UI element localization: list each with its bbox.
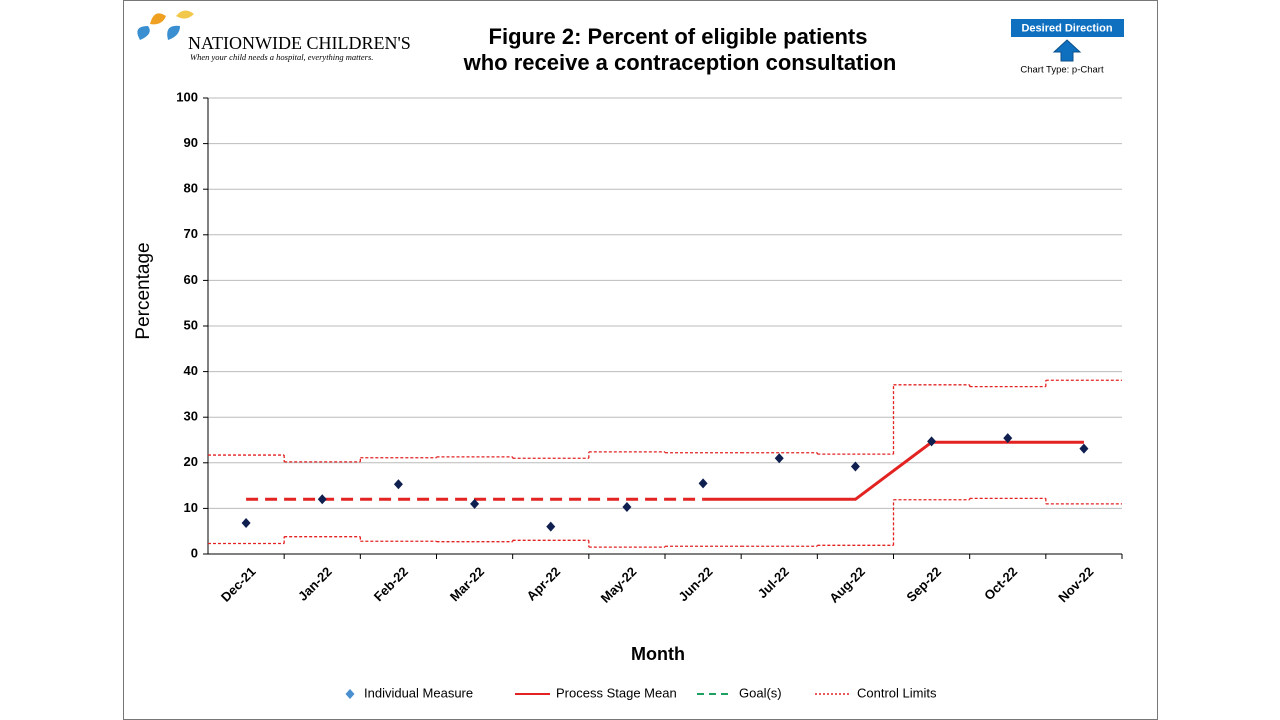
measure-point xyxy=(1079,443,1089,454)
legend-swatch xyxy=(345,689,355,699)
y-tick-label: 20 xyxy=(184,454,198,469)
measure-point xyxy=(1003,433,1013,444)
measure-point xyxy=(850,461,860,472)
y-tick-label: 0 xyxy=(191,545,198,560)
process-mean xyxy=(703,440,1084,501)
chart-title: who receive a contraception consultation xyxy=(463,50,897,75)
y-tick-label: 90 xyxy=(184,135,198,150)
y-tick-label: 80 xyxy=(184,181,198,196)
measure-point xyxy=(927,436,937,447)
x-axis-label: Month xyxy=(631,644,685,664)
measure-point xyxy=(317,494,327,505)
direction-arrow xyxy=(1052,39,1082,62)
y-tick-label: 70 xyxy=(184,226,198,241)
measure-point xyxy=(698,478,708,489)
chart-type: Chart Type: p-Chart xyxy=(1020,65,1104,76)
y-tick-label: 40 xyxy=(184,363,198,378)
measure-point xyxy=(470,498,480,509)
logo-tagline: When your child needs a hospital, everyt… xyxy=(190,52,373,62)
logo-text: NATIONWIDE CHILDREN'S xyxy=(188,33,411,53)
y-tick-label: 100 xyxy=(176,89,198,104)
y-tick-label: 50 xyxy=(184,317,198,332)
logo: NATIONWIDE CHILDREN'S When your child ne… xyxy=(137,10,411,62)
y-tick-label: 60 xyxy=(184,272,198,287)
direction-box xyxy=(1011,19,1124,37)
measure-point xyxy=(622,502,632,513)
y-tick-label: 10 xyxy=(184,500,198,515)
frame xyxy=(123,0,1158,720)
measure-point xyxy=(774,453,784,464)
chart-title: Figure 2: Percent of eligible patients xyxy=(489,24,868,49)
legend-label: Control Limits xyxy=(857,685,937,700)
direction-label: Desired Direction xyxy=(1021,22,1112,34)
legend-label: Process Stage Mean xyxy=(556,685,677,700)
y-tick-label: 30 xyxy=(184,409,198,424)
legend-label: Individual Measure xyxy=(364,685,473,700)
legend-label: Goal(s) xyxy=(739,685,782,700)
measure-point xyxy=(393,479,403,490)
measure-point xyxy=(241,517,251,528)
y-axis-label: Percentage xyxy=(133,242,154,339)
measure-point xyxy=(546,521,556,532)
